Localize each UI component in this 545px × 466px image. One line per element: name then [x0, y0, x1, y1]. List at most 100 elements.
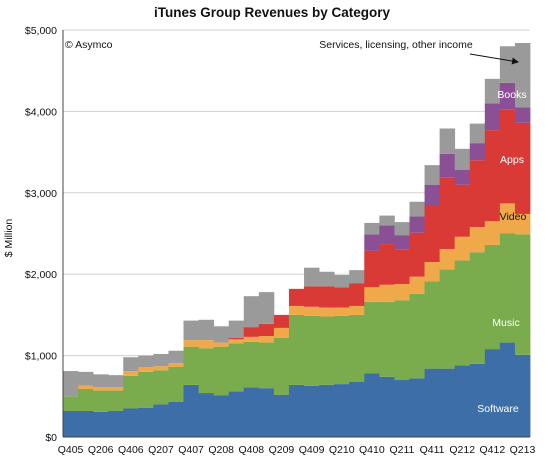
copyright-note: © Asymco	[65, 39, 113, 51]
bar-segment	[138, 355, 154, 367]
bar-segment	[153, 404, 169, 437]
bar-segment	[469, 123, 486, 144]
y-tick-labels: $0 $1,000 $2,000 $3,000 $4,000 $5,000	[25, 25, 57, 444]
bar-segment	[138, 371, 154, 408]
bar-segment	[334, 275, 350, 288]
bar-segment	[364, 234, 380, 251]
bar-segment	[364, 301, 380, 374]
bar-segment	[439, 248, 456, 270]
bar-segment	[499, 46, 516, 83]
series-label-services: Services, licensing, other income	[319, 39, 473, 51]
bar-segment	[454, 365, 471, 437]
bar-segment	[349, 381, 365, 437]
annotations: Software Music Video Apps Books Services, lic…	[319, 39, 526, 415]
bar-segment	[424, 261, 441, 282]
bar-segment	[213, 342, 230, 347]
bar-segment	[394, 283, 410, 301]
bar-segment	[304, 315, 320, 386]
bar-segment	[153, 353, 169, 367]
x-tick-label: Q411	[420, 444, 445, 456]
bar-segment	[379, 215, 395, 226]
bar-segment	[108, 375, 124, 388]
bar-segment	[288, 314, 305, 385]
series-label-books: Books	[497, 89, 526, 101]
bar-segment	[123, 357, 139, 372]
bar-segment	[364, 222, 380, 235]
bar-segment	[258, 292, 275, 324]
bar-segment	[243, 341, 260, 388]
bar-segment	[334, 287, 350, 308]
bar-segment	[469, 363, 486, 437]
bar-segment	[213, 395, 230, 437]
axes	[62, 30, 530, 438]
bar-segment	[273, 337, 290, 395]
bar-segment	[499, 233, 516, 343]
bar-segment	[319, 271, 335, 287]
bar-segment	[349, 305, 365, 315]
bar-segment	[304, 267, 320, 287]
x-tick-label: Q213	[510, 444, 536, 456]
bar-segment	[183, 384, 199, 437]
bar-segment	[228, 391, 245, 437]
bar-segment	[93, 390, 109, 412]
bar-segment	[168, 366, 184, 402]
bar-segment	[93, 411, 109, 437]
bar-segment	[499, 82, 516, 110]
bar-segment	[258, 323, 275, 337]
x-tick-label: Q212	[449, 444, 475, 456]
bar-segment	[514, 122, 531, 214]
bar-segment	[424, 184, 441, 206]
bar-segment	[409, 276, 425, 294]
bar-segment	[123, 371, 139, 376]
bar-segment	[349, 314, 365, 382]
bar-segment	[198, 393, 215, 437]
bar-segment	[484, 244, 501, 350]
bar-segment	[409, 232, 425, 277]
bar-segment	[364, 250, 380, 288]
bar-segment	[93, 374, 109, 388]
bar-segment	[273, 327, 290, 338]
bar-segment	[484, 103, 501, 131]
bar-segment	[439, 368, 456, 437]
bar-segment	[424, 281, 441, 369]
bar-segment	[469, 252, 486, 364]
x-tick-label: Q207	[148, 444, 174, 456]
bar-segment	[499, 203, 516, 234]
bar-segment	[454, 260, 471, 366]
bar-segment	[304, 306, 320, 316]
bar-segment	[288, 305, 305, 315]
bar-segment	[304, 286, 320, 307]
bar-segment	[63, 371, 79, 397]
bar-segment	[123, 375, 139, 409]
bar-segment	[319, 307, 335, 317]
bar-segment	[153, 370, 169, 405]
bar-segment	[349, 270, 365, 284]
bar-segment	[514, 213, 531, 235]
y-tick-label: $3,000	[25, 188, 57, 200]
bar-segment	[198, 348, 215, 394]
bar-segment	[168, 350, 184, 363]
bar-segment	[454, 236, 471, 261]
bar-segment	[183, 346, 199, 385]
bar-segment	[424, 165, 441, 185]
y-axis-label: $ Million	[3, 219, 15, 258]
bar-segment	[394, 380, 410, 437]
x-tick-label: Q405	[58, 444, 84, 456]
bar-segment	[469, 226, 486, 253]
bar-segment	[138, 407, 154, 437]
bar-segment	[514, 107, 531, 123]
x-tick-label: Q209	[269, 444, 295, 456]
bar-segment	[93, 387, 109, 391]
bar-segment	[273, 394, 290, 437]
bar-segment	[78, 388, 94, 411]
bar-segment	[514, 354, 531, 437]
x-tick-label: Q211	[389, 444, 414, 456]
bar-segment	[123, 408, 139, 437]
y-tick-label: $0	[45, 432, 57, 444]
x-tick-labels: Q405 Q206 Q406 Q207 Q407 Q208 Q408 Q209 Q409 Q210…	[58, 444, 536, 456]
bar-segment	[258, 336, 275, 343]
bar-segment	[334, 315, 350, 385]
bar-segment	[364, 373, 380, 437]
bar-segment	[484, 78, 501, 104]
